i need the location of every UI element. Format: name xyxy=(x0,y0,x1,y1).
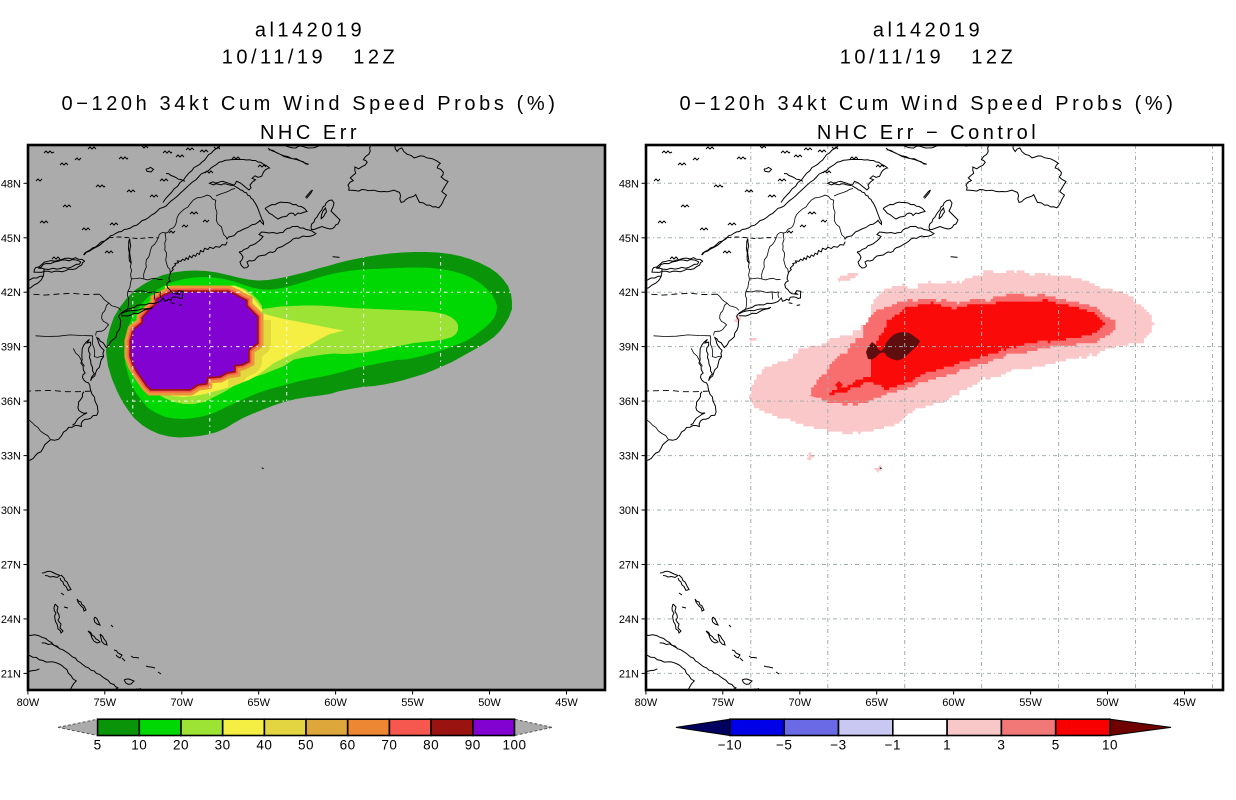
svg-text:55W: 55W xyxy=(1019,697,1042,709)
svg-text:27N: 27N xyxy=(619,560,639,572)
svg-text:50W: 50W xyxy=(1096,697,1119,709)
svg-text:0−120h 34kt Cum Wind Speed Pro: 0−120h 34kt Cum Wind Speed Probs (%) xyxy=(61,93,558,115)
svg-text:60: 60 xyxy=(340,738,356,753)
svg-text:−5: −5 xyxy=(776,738,792,753)
svg-text:39N: 39N xyxy=(619,342,639,354)
svg-text:70: 70 xyxy=(381,738,397,753)
svg-text:45W: 45W xyxy=(555,697,578,709)
svg-text:21N: 21N xyxy=(619,668,639,680)
svg-text:33N: 33N xyxy=(1,451,21,463)
svg-text:24N: 24N xyxy=(1,614,21,626)
svg-text:65W: 65W xyxy=(865,697,888,709)
svg-text:50: 50 xyxy=(298,738,314,753)
svg-text:75W: 75W xyxy=(711,697,734,709)
svg-text:36N: 36N xyxy=(1,396,21,408)
svg-text:27N: 27N xyxy=(1,560,21,572)
svg-text:1: 1 xyxy=(943,738,951,753)
svg-text:21N: 21N xyxy=(1,668,21,680)
svg-text:45N: 45N xyxy=(619,233,639,245)
svg-text:90: 90 xyxy=(465,738,481,753)
svg-text:0−120h 34kt Cum Wind Speed Pro: 0−120h 34kt Cum Wind Speed Probs (%) xyxy=(679,93,1176,115)
svg-text:24N: 24N xyxy=(619,614,639,626)
svg-text:10/11/19 12Z: 10/11/19 12Z xyxy=(840,47,1017,69)
svg-text:−3: −3 xyxy=(830,738,846,753)
svg-text:al142019: al142019 xyxy=(873,20,983,42)
svg-text:NHC Err − Control: NHC Err − Control xyxy=(817,122,1039,144)
svg-text:70W: 70W xyxy=(788,697,811,709)
svg-text:30N: 30N xyxy=(1,505,21,517)
svg-text:80: 80 xyxy=(423,738,439,753)
svg-text:45N: 45N xyxy=(1,233,21,245)
svg-text:3: 3 xyxy=(997,738,1005,753)
svg-text:10/11/19 12Z: 10/11/19 12Z xyxy=(222,47,399,69)
svg-text:40: 40 xyxy=(256,738,272,753)
svg-text:100: 100 xyxy=(502,738,526,753)
svg-text:−10: −10 xyxy=(718,738,742,753)
svg-text:10: 10 xyxy=(1102,738,1118,753)
svg-text:60W: 60W xyxy=(942,697,965,709)
svg-text:30N: 30N xyxy=(619,505,639,517)
svg-text:80W: 80W xyxy=(635,697,658,709)
svg-text:36N: 36N xyxy=(619,396,639,408)
svg-text:50W: 50W xyxy=(478,697,501,709)
svg-text:42N: 42N xyxy=(1,287,21,299)
svg-text:39N: 39N xyxy=(1,342,21,354)
svg-text:55W: 55W xyxy=(401,697,424,709)
svg-text:−1: −1 xyxy=(885,738,901,753)
svg-text:70W: 70W xyxy=(170,697,193,709)
svg-text:48N: 48N xyxy=(1,178,21,190)
svg-text:5: 5 xyxy=(94,738,102,753)
svg-text:NHC Err: NHC Err xyxy=(260,122,360,144)
svg-text:33N: 33N xyxy=(619,451,639,463)
svg-text:48N: 48N xyxy=(619,178,639,190)
svg-text:al142019: al142019 xyxy=(255,20,365,42)
svg-text:80W: 80W xyxy=(17,697,40,709)
svg-text:42N: 42N xyxy=(619,287,639,299)
svg-text:20: 20 xyxy=(173,738,189,753)
svg-text:75W: 75W xyxy=(93,697,116,709)
svg-text:45W: 45W xyxy=(1173,697,1196,709)
svg-text:65W: 65W xyxy=(247,697,270,709)
svg-text:5: 5 xyxy=(1052,738,1060,753)
svg-text:10: 10 xyxy=(131,738,147,753)
svg-text:60W: 60W xyxy=(324,697,347,709)
svg-text:30: 30 xyxy=(215,738,231,753)
